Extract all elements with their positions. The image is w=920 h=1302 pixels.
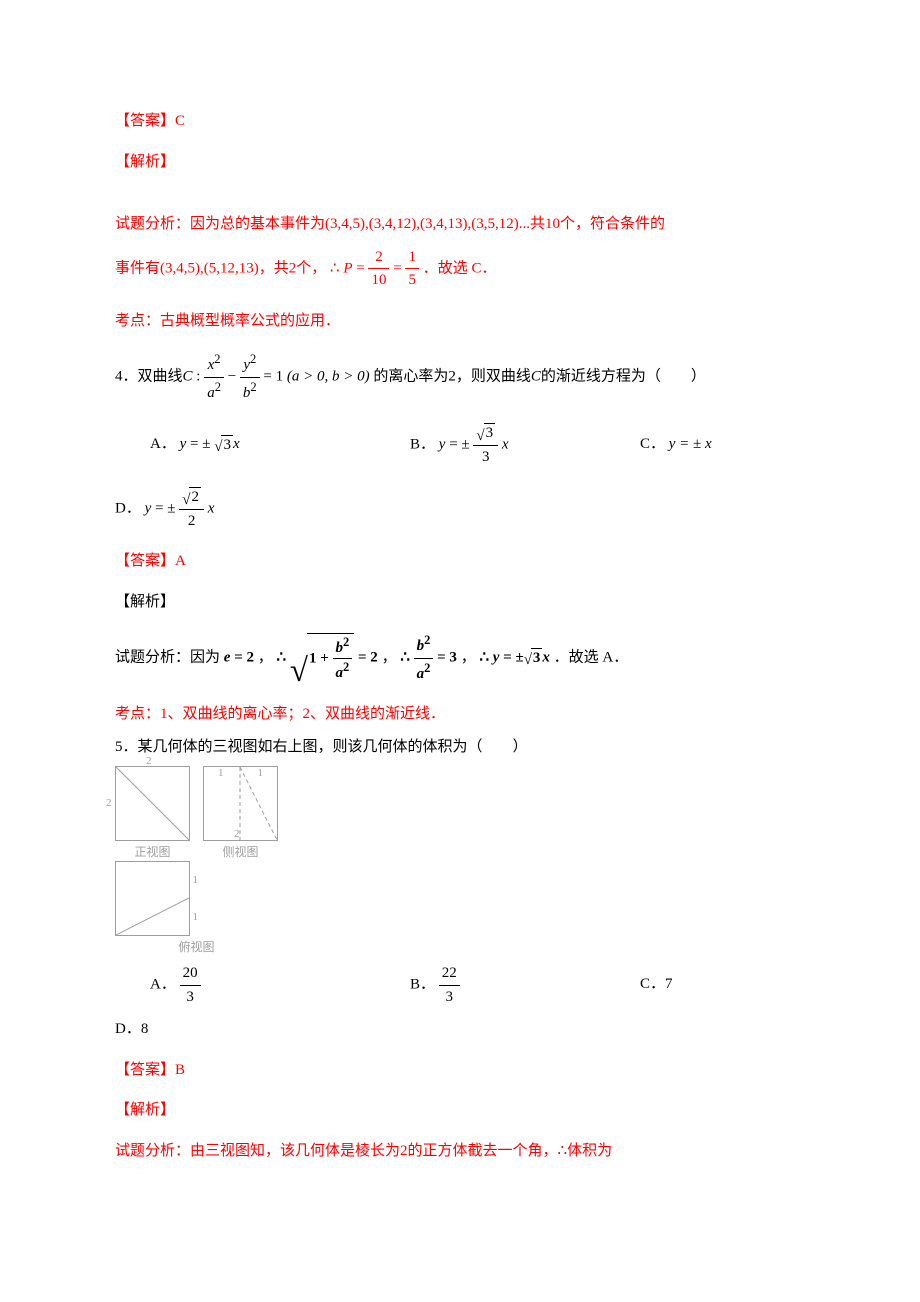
top-view-box: 1 1 xyxy=(115,861,190,936)
q3-answer-label: 【答案】 xyxy=(115,113,175,129)
q4-answer-label: 【答案】 xyxy=(115,553,175,569)
q4-stem: 4．双曲线C : x2a2 − y2b2 = 1 (a > 0, b > 0) … xyxy=(115,350,805,404)
q5-analysis-line: 试题分析：由三视图知，该几何体是棱长为2的正方体截去一个角，∴体积为 xyxy=(115,1140,805,1163)
q3-analysis-line1: 试题分析：因为总的基本事件为(3,4,5),(3,4,12),(3,4,13),… xyxy=(115,213,805,236)
q5-option-c: C．7 xyxy=(640,973,770,996)
q5-option-a: A． 203 xyxy=(150,962,410,1008)
q3-analysis-line2: 事件有(3,4,5),(5,12,13)，共2个， ∴ P = 210 = 15… xyxy=(115,246,805,292)
q4-answer-letter: A xyxy=(175,553,186,569)
q4-option-a: A． y = ± 3x xyxy=(150,433,410,456)
q4-topic: 考点：1、双曲线的离心率；2、双曲线的渐近线． xyxy=(115,703,805,726)
q5-answer-label: 【答案】 xyxy=(115,1062,175,1078)
q4-option-d: D． y = ± 22 x xyxy=(115,486,805,532)
side-view-box: 1 1 2 xyxy=(203,766,278,841)
q4-analysis-label: 【解析】 xyxy=(115,594,175,610)
q3-analysis-label: 【解析】 xyxy=(115,154,175,170)
q5-answer-letter: B xyxy=(175,1062,185,1078)
q4-option-b: B． y = ± 33 x xyxy=(410,422,640,468)
q3-topic: 考点：古典概型概率公式的应用． xyxy=(115,310,805,333)
q4-analysis-line: 试题分析：因为 e = 2 ， ∴ 1 + b2a2 = 2 ， ∴ b2a2 … xyxy=(115,631,805,685)
front-view-box: 2 2 xyxy=(115,766,190,841)
q5-option-d: D．8 xyxy=(115,1018,805,1041)
q5-option-b: B． 223 xyxy=(410,962,640,1008)
q5-analysis-label: 【解析】 xyxy=(115,1099,805,1122)
q4-option-c: C． y = ± x xyxy=(640,433,770,456)
q5-stem: 5．某几何体的三视图如右上图，则该几何体的体积为（ ） xyxy=(115,736,805,759)
q3-answer-letter: C xyxy=(175,113,185,129)
q5-three-views: 2 2 正视图 1 1 2 侧视图 xyxy=(115,766,278,956)
